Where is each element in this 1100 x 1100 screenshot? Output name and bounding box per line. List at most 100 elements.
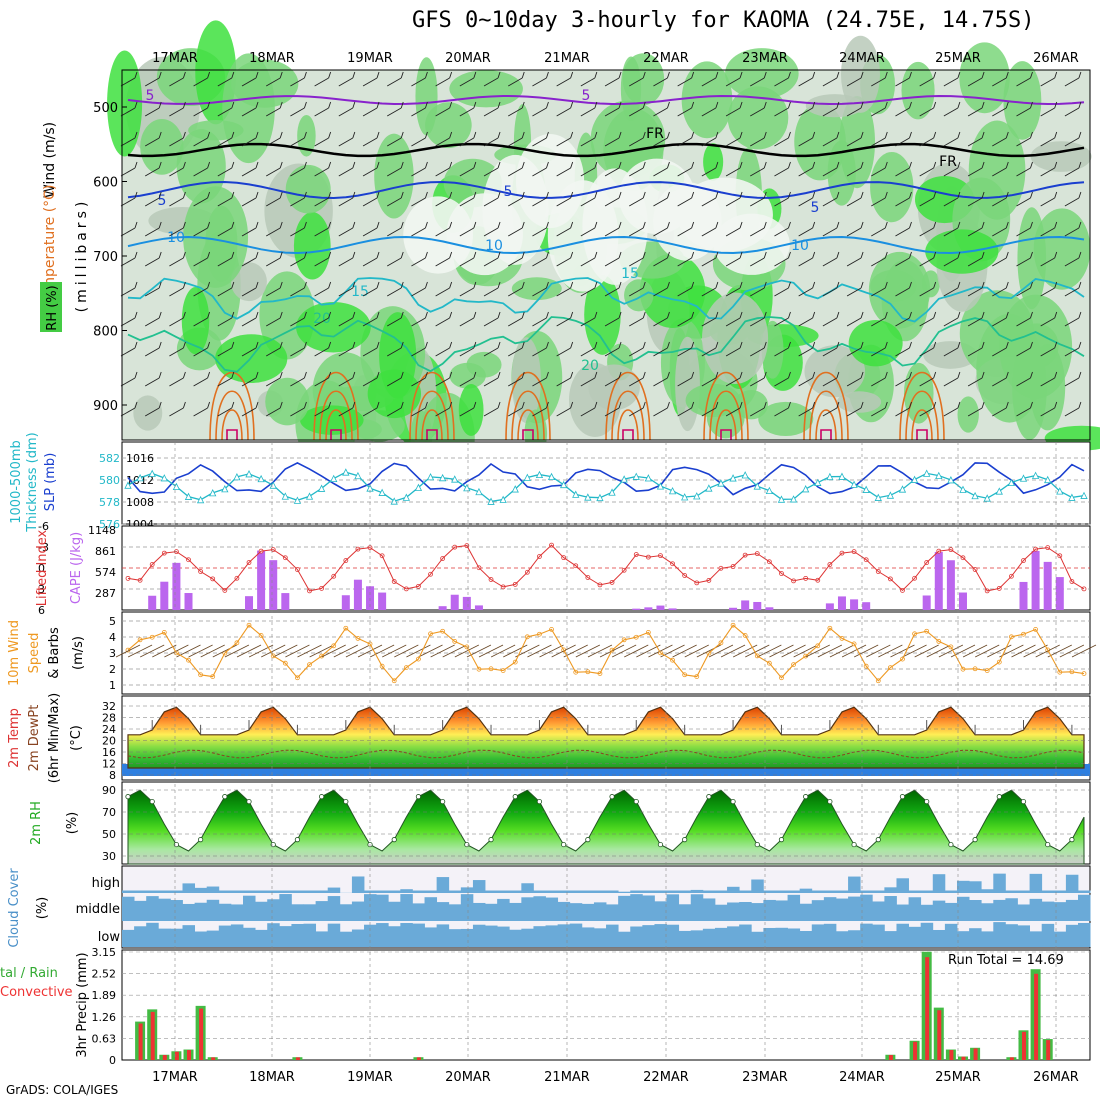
wind-barb-flag [279,221,283,229]
wind-barb [556,197,571,207]
cloud-bar [714,927,728,947]
wind-barb-flag [231,71,235,79]
wind-barb [411,287,426,297]
wind-barb-flag [521,371,525,379]
wind-barb [611,644,637,658]
precip-frame [121,949,1091,1061]
precip-bar-convective [913,1041,918,1060]
wind-barb [459,107,475,117]
wind-barb [556,407,571,417]
contour-label: 20 [313,311,331,327]
wind-barb [798,407,813,417]
wind-barb [508,227,523,237]
cloud-bar [400,923,413,947]
wind-barb-flag [739,191,743,199]
wind-barb [508,197,523,207]
cloud-bar [763,890,776,893]
wind-barb [217,167,233,177]
rh-patch [703,143,724,181]
wind-barb-flag [182,131,186,139]
cloud-bar [944,923,958,947]
rh-patch [727,86,789,150]
wind-barb [822,257,838,267]
rh-patch [622,53,665,106]
wind-tick: 1 [109,679,116,692]
wind-barb [411,257,426,267]
wind-barb [822,227,838,237]
thickness-marker [874,493,882,501]
wind-barb-flag [497,341,501,349]
wind-barb-flag [134,101,138,109]
temp-contour [899,372,945,441]
wind-barb [430,644,455,658]
thickness-marker [124,481,132,489]
wind-barb-flag [860,341,864,349]
wind-barb [871,407,886,417]
wind-barb-flag [1030,371,1033,379]
wind-barb-flag [134,341,138,349]
wind-barb [967,197,983,207]
wind-barb-flag [449,191,453,199]
date-label-bottom: 17MAR [152,1070,198,1085]
wind-barb [120,197,136,207]
wind-barb-flag [182,161,186,169]
cloud-bar [545,897,559,921]
wind-barb [265,107,281,117]
wind-barb [483,227,499,237]
wind-barb-flag [449,161,453,169]
rh-patch [959,42,1010,114]
wind-barb-flag [255,191,259,199]
temp-contour-hot [426,429,438,440]
wind-barb [822,167,838,177]
rh-patch [181,287,210,355]
wind-barb [822,407,838,417]
wind-barb [653,107,668,117]
wind-barb [919,287,934,297]
wind-barb-flag [884,281,888,289]
wind-barb-flag [521,341,525,349]
rh-marker [173,841,180,848]
wind-barb [120,407,136,417]
wind-barb-flag [400,311,404,319]
cloud-bar [206,899,220,921]
wind-barb [265,77,281,87]
rh-patch [188,120,244,141]
wind-barb-flag [570,221,574,229]
wind-barb-flag [352,101,356,109]
wind-barb-flag [497,251,501,259]
cloud-bar [158,898,171,921]
wind-barb-flag [473,401,477,409]
cloud-bar [654,890,667,893]
wind-barb [435,377,450,387]
wind-barb-flag [909,71,912,79]
thickness-marker [826,472,834,481]
wind-barb-flag [836,341,840,349]
wind-barb [895,407,910,417]
wind-barb-flag [763,401,767,409]
wind-barb-flag [642,311,646,319]
wind-barb [556,287,571,297]
cloud-bar [315,890,329,893]
wind-barb [314,137,329,147]
cloud-bar [218,925,232,947]
wind-barb [309,644,334,658]
wind-barb-flag [860,221,864,229]
wind-barb [750,167,765,177]
wind-barb [580,407,596,417]
wind-barb-flag [449,251,453,259]
wind-barb [387,227,402,237]
wind-barb [846,287,862,297]
wind-barb-flag [376,101,380,109]
wind-barb [992,377,1007,387]
precip-bar-convective [211,1057,216,1060]
dewpoint-line [127,749,1085,759]
wind-barb-flag [425,341,428,349]
cape-bar [172,562,181,610]
wind-barb [140,644,165,658]
rh-patch [449,70,523,108]
wind-barb [261,644,286,658]
wind-barb [846,137,862,147]
cloud-bar [751,879,764,893]
